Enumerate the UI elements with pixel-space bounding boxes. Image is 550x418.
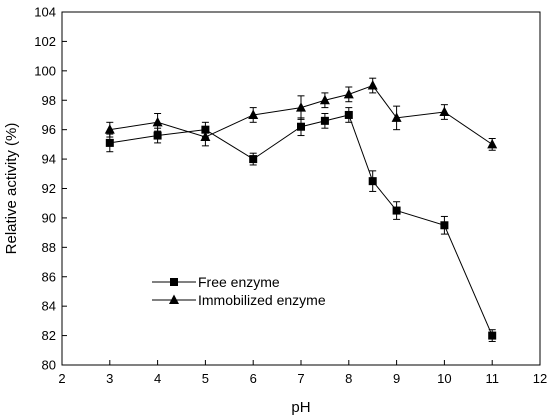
legend-marker-shape — [170, 278, 178, 286]
data-point-immobilized-enzyme-7 — [367, 80, 378, 90]
x-tick-label-7: 7 — [297, 371, 304, 386]
y-tick-label-96: 96 — [42, 122, 56, 137]
data-point-immobilized-enzyme-10 — [487, 138, 498, 149]
legend-marker-free-enzyme — [170, 278, 178, 286]
x-tick-label-11: 11 — [485, 371, 499, 386]
data-point-immobilized-enzyme-6 — [343, 88, 354, 99]
data-point-immobilized-enzyme-9 — [439, 106, 450, 117]
x-tick-label-6: 6 — [250, 371, 257, 386]
x-tick-label-12: 12 — [533, 371, 547, 386]
data-point-free-enzyme-5 — [320, 116, 329, 125]
data-point-immobilized-enzyme-3 — [248, 109, 259, 119]
y-tick-label-98: 98 — [42, 93, 56, 108]
data-point-free-enzyme-0 — [105, 138, 114, 147]
plot-area — [61, 11, 541, 366]
y-tick-label-90: 90 — [42, 210, 56, 225]
data-point-free-enzyme-6 — [344, 110, 353, 119]
data-point-immobilized-enzyme-5 — [319, 94, 330, 105]
y-tick-label-88: 88 — [42, 240, 56, 255]
y-tick-label-82: 82 — [42, 328, 56, 343]
data-point-free-enzyme-3 — [249, 155, 258, 164]
axis-ticks — [61, 11, 541, 366]
data-point-immobilized-enzyme-8 — [391, 112, 402, 122]
data-point-immobilized-enzyme-4 — [296, 102, 306, 112]
x-tick-label-8: 8 — [345, 371, 352, 386]
data-point-immobilized-enzyme-1 — [152, 116, 163, 127]
y-tick-label-104: 104 — [34, 5, 56, 20]
y-tick-label-86: 86 — [42, 269, 56, 284]
data-point-free-enzyme-7 — [368, 177, 377, 186]
legend-marker-immobilized-enzyme — [169, 294, 179, 304]
data-markers — [104, 80, 498, 340]
y-tick-label-100: 100 — [34, 63, 56, 78]
y-axis-label: Relative activity (%) — [3, 123, 20, 255]
y-tick-label-94: 94 — [42, 152, 56, 167]
x-axis-label: pH — [291, 399, 310, 416]
legend: Free enzyme Immobilized enzyme — [152, 274, 326, 308]
y-tick-label-80: 80 — [42, 358, 56, 373]
data-point-free-enzyme-9 — [440, 221, 449, 230]
x-tick-label-10: 10 — [437, 371, 451, 386]
data-point-free-enzyme-2 — [201, 125, 210, 134]
y-tick-label-84: 84 — [42, 299, 56, 314]
plot-frame — [61, 11, 541, 366]
x-tick-label-5: 5 — [202, 371, 209, 386]
x-tick-label-2: 2 — [58, 371, 65, 386]
data-point-free-enzyme-10 — [488, 331, 497, 340]
y-tick-label-102: 102 — [34, 34, 56, 49]
x-tick-label-4: 4 — [154, 371, 161, 386]
y-tick-label-92: 92 — [42, 181, 56, 196]
tick-labels: 2 3 4 5 6 7 8 9 10 11 12 80 82 84 86 88 90 92 94 96 98 100 102… — [34, 5, 547, 387]
data-point-free-enzyme-8 — [392, 206, 401, 215]
x-tick-label-9: 9 — [393, 371, 400, 386]
data-point-immobilized-enzyme-0 — [104, 124, 115, 134]
legend-label-immobilized-enzyme: Immobilized enzyme — [198, 292, 326, 308]
data-point-free-enzyme-1 — [153, 131, 162, 140]
legend-marker-shape — [169, 294, 179, 304]
x-tick-label-3: 3 — [106, 371, 113, 386]
legend-item-immobilized-enzyme: Immobilized enzyme — [152, 292, 326, 308]
legend-label-free-enzyme: Free enzyme — [198, 274, 280, 290]
legend-item-free-enzyme: Free enzyme — [152, 274, 280, 290]
data-point-free-enzyme-4 — [297, 122, 305, 131]
data-point-immobilized-enzyme-2 — [200, 131, 211, 142]
